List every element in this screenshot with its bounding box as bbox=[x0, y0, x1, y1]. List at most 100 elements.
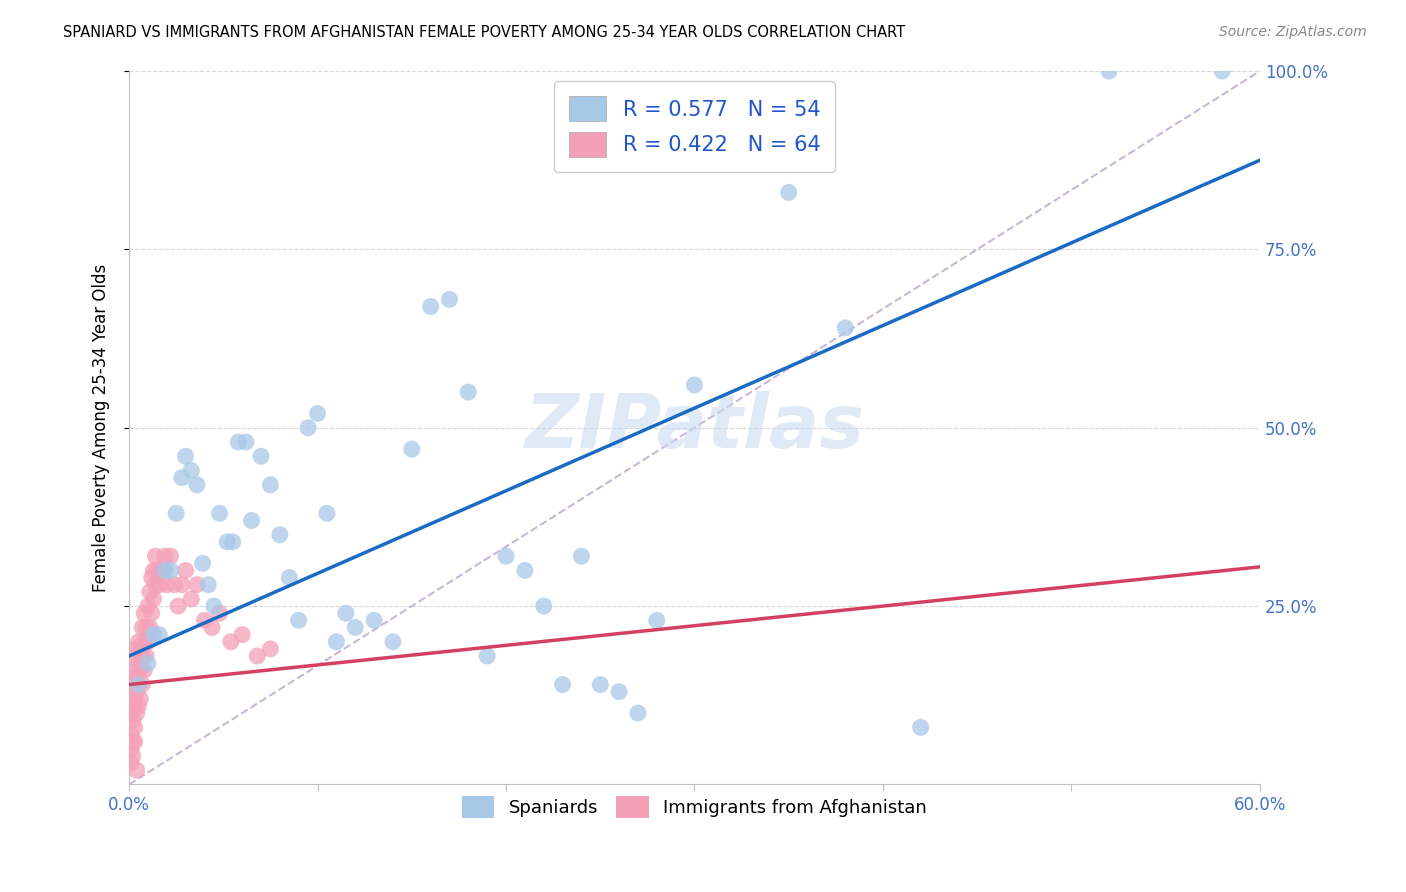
Point bbox=[153, 549, 176, 563]
Point bbox=[148, 577, 170, 591]
Point bbox=[120, 756, 142, 770]
Point bbox=[834, 321, 856, 335]
Point bbox=[910, 720, 932, 734]
Point bbox=[269, 527, 291, 541]
Point bbox=[146, 563, 169, 577]
Point bbox=[551, 677, 574, 691]
Point bbox=[142, 563, 165, 577]
Y-axis label: Female Poverty Among 25-34 Year Olds: Female Poverty Among 25-34 Year Olds bbox=[93, 264, 110, 592]
Point bbox=[139, 584, 162, 599]
Point bbox=[217, 534, 239, 549]
Point bbox=[153, 563, 176, 577]
Point bbox=[170, 471, 193, 485]
Point bbox=[136, 634, 159, 648]
Legend: Spaniards, Immigrants from Afghanistan: Spaniards, Immigrants from Afghanistan bbox=[454, 789, 935, 825]
Point bbox=[197, 577, 219, 591]
Point bbox=[121, 677, 143, 691]
Point bbox=[287, 613, 309, 627]
Point bbox=[219, 634, 242, 648]
Point bbox=[124, 691, 146, 706]
Point bbox=[135, 648, 157, 663]
Point bbox=[186, 577, 208, 591]
Point bbox=[208, 606, 231, 620]
Point bbox=[240, 514, 263, 528]
Point bbox=[778, 186, 800, 200]
Point bbox=[145, 549, 167, 563]
Point bbox=[457, 385, 479, 400]
Point bbox=[121, 713, 143, 727]
Point bbox=[495, 549, 517, 563]
Point bbox=[125, 684, 148, 698]
Point bbox=[250, 450, 273, 464]
Point bbox=[1098, 64, 1121, 78]
Point bbox=[193, 613, 215, 627]
Point bbox=[125, 706, 148, 720]
Point bbox=[121, 734, 143, 748]
Point bbox=[513, 563, 536, 577]
Point bbox=[222, 534, 245, 549]
Point bbox=[141, 606, 163, 620]
Point bbox=[125, 763, 148, 777]
Point bbox=[120, 727, 142, 741]
Point bbox=[475, 648, 498, 663]
Point bbox=[131, 677, 153, 691]
Point bbox=[683, 378, 706, 392]
Point bbox=[121, 748, 143, 763]
Point bbox=[136, 656, 159, 670]
Point bbox=[170, 577, 193, 591]
Point bbox=[125, 641, 148, 656]
Point bbox=[128, 634, 150, 648]
Point bbox=[721, 150, 744, 164]
Point bbox=[645, 613, 668, 627]
Point bbox=[121, 698, 143, 713]
Point bbox=[246, 648, 269, 663]
Point bbox=[297, 421, 319, 435]
Point bbox=[128, 656, 150, 670]
Point bbox=[124, 670, 146, 684]
Point bbox=[142, 627, 165, 641]
Point bbox=[571, 549, 593, 563]
Point bbox=[316, 507, 339, 521]
Point bbox=[174, 563, 197, 577]
Point bbox=[607, 684, 630, 698]
Point bbox=[134, 606, 156, 620]
Point bbox=[201, 620, 224, 634]
Point bbox=[344, 620, 367, 634]
Point bbox=[156, 577, 179, 591]
Point bbox=[134, 663, 156, 677]
Point bbox=[131, 648, 153, 663]
Point bbox=[259, 641, 281, 656]
Point bbox=[235, 435, 257, 450]
Point bbox=[180, 591, 202, 606]
Point bbox=[208, 507, 231, 521]
Point bbox=[141, 570, 163, 584]
Point bbox=[259, 478, 281, 492]
Point bbox=[135, 620, 157, 634]
Point bbox=[381, 634, 404, 648]
Point bbox=[139, 620, 162, 634]
Point bbox=[142, 591, 165, 606]
Point bbox=[186, 478, 208, 492]
Point bbox=[307, 407, 329, 421]
Point bbox=[174, 450, 197, 464]
Point bbox=[419, 300, 441, 314]
Point bbox=[191, 556, 214, 570]
Point bbox=[148, 627, 170, 641]
Point bbox=[145, 577, 167, 591]
Point bbox=[335, 606, 357, 620]
Point bbox=[167, 599, 190, 613]
Point bbox=[163, 577, 186, 591]
Point bbox=[129, 663, 152, 677]
Point bbox=[125, 663, 148, 677]
Point bbox=[150, 563, 173, 577]
Point bbox=[128, 677, 150, 691]
Text: Source: ZipAtlas.com: Source: ZipAtlas.com bbox=[1219, 25, 1367, 39]
Point bbox=[159, 563, 181, 577]
Point bbox=[325, 634, 347, 648]
Point bbox=[128, 677, 150, 691]
Point bbox=[129, 641, 152, 656]
Point bbox=[124, 720, 146, 734]
Point bbox=[165, 507, 187, 521]
Point bbox=[131, 620, 153, 634]
Point bbox=[401, 442, 423, 457]
